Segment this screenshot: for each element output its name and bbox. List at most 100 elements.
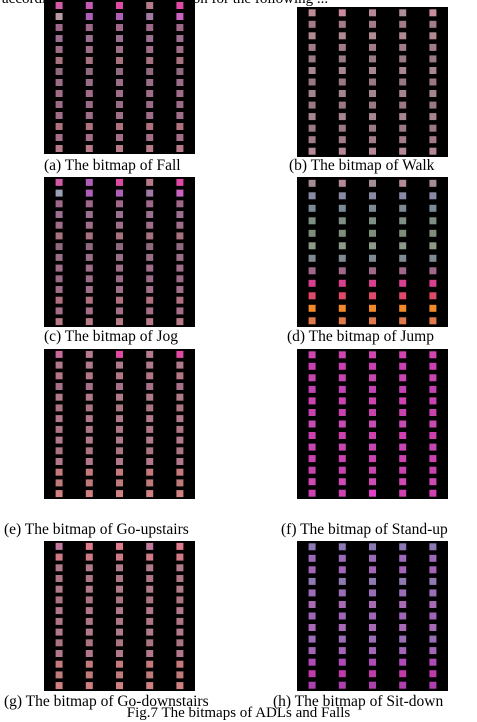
bitmap-cell xyxy=(399,443,407,451)
bitmap-cell xyxy=(399,362,407,370)
bitmap-cell xyxy=(429,204,437,212)
bitmap-cell xyxy=(146,145,154,152)
bitmap-cell xyxy=(146,607,154,615)
bitmap-cell xyxy=(85,57,93,64)
bitmap-cell xyxy=(85,145,93,152)
bitmap-cell xyxy=(429,9,437,17)
bitmap-cell xyxy=(429,374,437,382)
bitmap-cell xyxy=(176,458,184,465)
bitmap-cell xyxy=(146,490,154,498)
bitmap-cell xyxy=(55,404,63,412)
bitmap-cell xyxy=(116,2,123,9)
bitmap-cell xyxy=(176,415,184,423)
bitmap-cell xyxy=(399,624,407,631)
bitmap-cell xyxy=(146,617,154,625)
bitmap-cell xyxy=(308,647,316,655)
bitmap-cell xyxy=(338,455,346,463)
bitmap-cell xyxy=(85,372,93,380)
bitmap-cell xyxy=(176,596,184,604)
bitmap-cell xyxy=(399,292,407,300)
bitmap-cell xyxy=(85,264,93,272)
bitmap-cell xyxy=(85,404,93,412)
bitmap-cell xyxy=(146,479,154,487)
bitmap-cell xyxy=(176,671,184,679)
bitmap-cell xyxy=(369,267,376,275)
bitmap-cell xyxy=(146,372,154,380)
bitmap-cell xyxy=(308,577,316,585)
bitmap-cell xyxy=(116,639,123,647)
bitmap-cell xyxy=(429,55,437,63)
bitmap-cell xyxy=(308,478,316,486)
bitmap-cell xyxy=(55,35,63,42)
bitmap-cell xyxy=(55,68,63,75)
bitmap-cell xyxy=(55,575,63,582)
bitmap-cell xyxy=(85,660,93,668)
bitmap-cell xyxy=(399,179,407,187)
bitmap-cell xyxy=(429,101,437,109)
bitmap-cell xyxy=(176,350,184,358)
bitmap-cell xyxy=(338,466,346,474)
bitmap-cell xyxy=(308,589,316,597)
bitmap-cell xyxy=(176,13,184,20)
bitmap-cell xyxy=(369,317,376,325)
bitmap-cell xyxy=(338,489,346,497)
bitmap-cell xyxy=(85,79,93,86)
bitmap-walk xyxy=(297,7,448,157)
bitmap-cell xyxy=(399,204,407,212)
bitmap-cell xyxy=(55,682,63,690)
bitmap-cell xyxy=(338,304,346,312)
bitmap-cell xyxy=(429,466,437,474)
bitmap-cell xyxy=(116,296,123,304)
bitmap-cell xyxy=(176,447,184,455)
bitmap-grid-walk xyxy=(308,9,437,155)
bitmap-cell xyxy=(399,420,407,428)
bitmap-cell xyxy=(399,409,407,416)
bitmap-cell xyxy=(369,279,376,287)
bitmap-cell xyxy=(399,397,407,405)
bitmap-cell xyxy=(308,432,316,439)
bitmap-cell xyxy=(55,607,63,615)
bitmap-cell xyxy=(146,458,154,465)
bitmap-cell xyxy=(85,671,93,679)
bitmap-cell xyxy=(176,2,184,9)
bitmap-cell xyxy=(369,489,376,497)
bitmap-cell xyxy=(308,304,316,312)
bitmap-cell xyxy=(55,134,63,141)
bitmap-cell xyxy=(429,647,437,655)
bitmap-cell xyxy=(176,404,184,412)
bitmap-cell xyxy=(308,455,316,463)
bitmap-cell xyxy=(429,292,437,300)
bitmap-cell xyxy=(146,253,154,261)
bitmap-cell xyxy=(308,242,316,250)
bitmap-cell xyxy=(146,350,154,358)
bitmap-cell xyxy=(146,46,154,53)
bitmap-cell xyxy=(338,254,346,262)
bitmap-cell xyxy=(85,2,93,9)
bitmap-cell xyxy=(146,628,154,636)
bitmap-grid-sit-down xyxy=(308,543,437,689)
bitmap-cell xyxy=(85,90,93,97)
bitmap-cell xyxy=(55,564,63,572)
bitmap-cell xyxy=(338,647,346,655)
bitmap-cell xyxy=(146,90,154,97)
bitmap-cell xyxy=(176,200,184,208)
bitmap-cell xyxy=(116,564,123,572)
bitmap-cell xyxy=(85,178,93,186)
bitmap-cell xyxy=(55,542,63,550)
bitmap-cell xyxy=(399,478,407,486)
bitmap-cell xyxy=(308,374,316,382)
bitmap-cell xyxy=(369,612,376,620)
bitmap-cell xyxy=(176,264,184,272)
bitmap-cell xyxy=(369,217,376,225)
bitmap-cell xyxy=(146,393,154,401)
bitmap-cell xyxy=(146,123,154,130)
bitmap-cell xyxy=(338,566,346,574)
bitmap-cell xyxy=(338,229,346,237)
bitmap-cell xyxy=(399,78,407,86)
bitmap-cell xyxy=(176,24,184,31)
bitmap-cell xyxy=(399,543,407,551)
bitmap-cell xyxy=(308,217,316,225)
bitmap-cell xyxy=(116,479,123,487)
bitmap-cell xyxy=(85,639,93,647)
bitmap-cell xyxy=(369,67,376,74)
